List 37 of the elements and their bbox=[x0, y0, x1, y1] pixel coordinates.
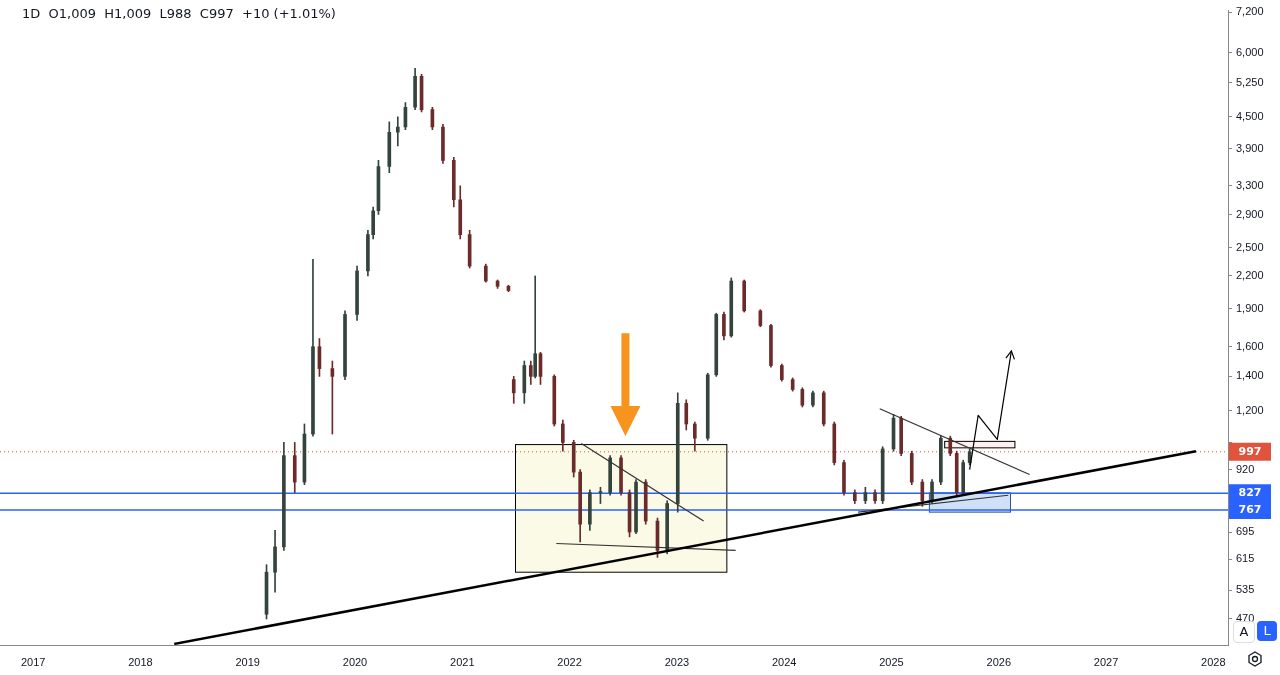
y-tick-label: 1,600 bbox=[1236, 339, 1264, 352]
y-tick-label: 5,250 bbox=[1236, 75, 1264, 88]
chart-title: 1D O1,009 H1,009 L988 C997 +10 (+1.01%) bbox=[22, 6, 336, 21]
x-tick-label: 2026 bbox=[986, 655, 1011, 668]
x-tick-label: 2025 bbox=[879, 655, 904, 668]
x-tick-label: 2020 bbox=[342, 655, 368, 668]
ref-line-label: 827 bbox=[1238, 486, 1262, 500]
x-tick-label: 2019 bbox=[235, 655, 260, 668]
x-tick-label: 2024 bbox=[771, 655, 797, 668]
x-tick-label: 2021 bbox=[450, 655, 475, 668]
y-tick-label: 615 bbox=[1236, 552, 1255, 565]
y-tick-label: 2,200 bbox=[1236, 268, 1264, 281]
y-tick-label: 3,300 bbox=[1236, 178, 1264, 191]
y-tick-label: 2,500 bbox=[1236, 240, 1264, 253]
x-tick-label: 2017 bbox=[20, 655, 46, 668]
ref-line-label: 767 bbox=[1238, 502, 1262, 516]
y-tick-label: 695 bbox=[1236, 525, 1255, 538]
y-tick-label: 2,900 bbox=[1236, 207, 1264, 220]
y-tick-label: 1,400 bbox=[1236, 369, 1264, 382]
y-tick-label: 3,900 bbox=[1236, 141, 1264, 154]
ref-line-label: 997 bbox=[1238, 444, 1262, 458]
x-tick-label: 2023 bbox=[664, 655, 690, 668]
text: L bbox=[1257, 621, 1277, 641]
x-tick-label: 2028 bbox=[1201, 655, 1226, 668]
x-tick-label: 2027 bbox=[1093, 655, 1119, 668]
y-tick-label: 6,000 bbox=[1236, 45, 1264, 58]
y-tick-label: 4,500 bbox=[1236, 109, 1264, 122]
y-tick-label: 1,900 bbox=[1236, 301, 1264, 314]
text: A bbox=[1239, 624, 1249, 639]
x-tick-label: 2018 bbox=[128, 655, 153, 668]
candlestick bbox=[533, 275, 538, 379]
x-tick-label: 2022 bbox=[557, 655, 582, 668]
candlestick bbox=[395, 116, 400, 147]
y-tick-label: 535 bbox=[1236, 583, 1255, 596]
y-tick-label: 7,200 bbox=[1236, 5, 1264, 18]
y-tick-label: 920 bbox=[1236, 462, 1255, 475]
y-tick-label: 1,200 bbox=[1236, 403, 1264, 416]
